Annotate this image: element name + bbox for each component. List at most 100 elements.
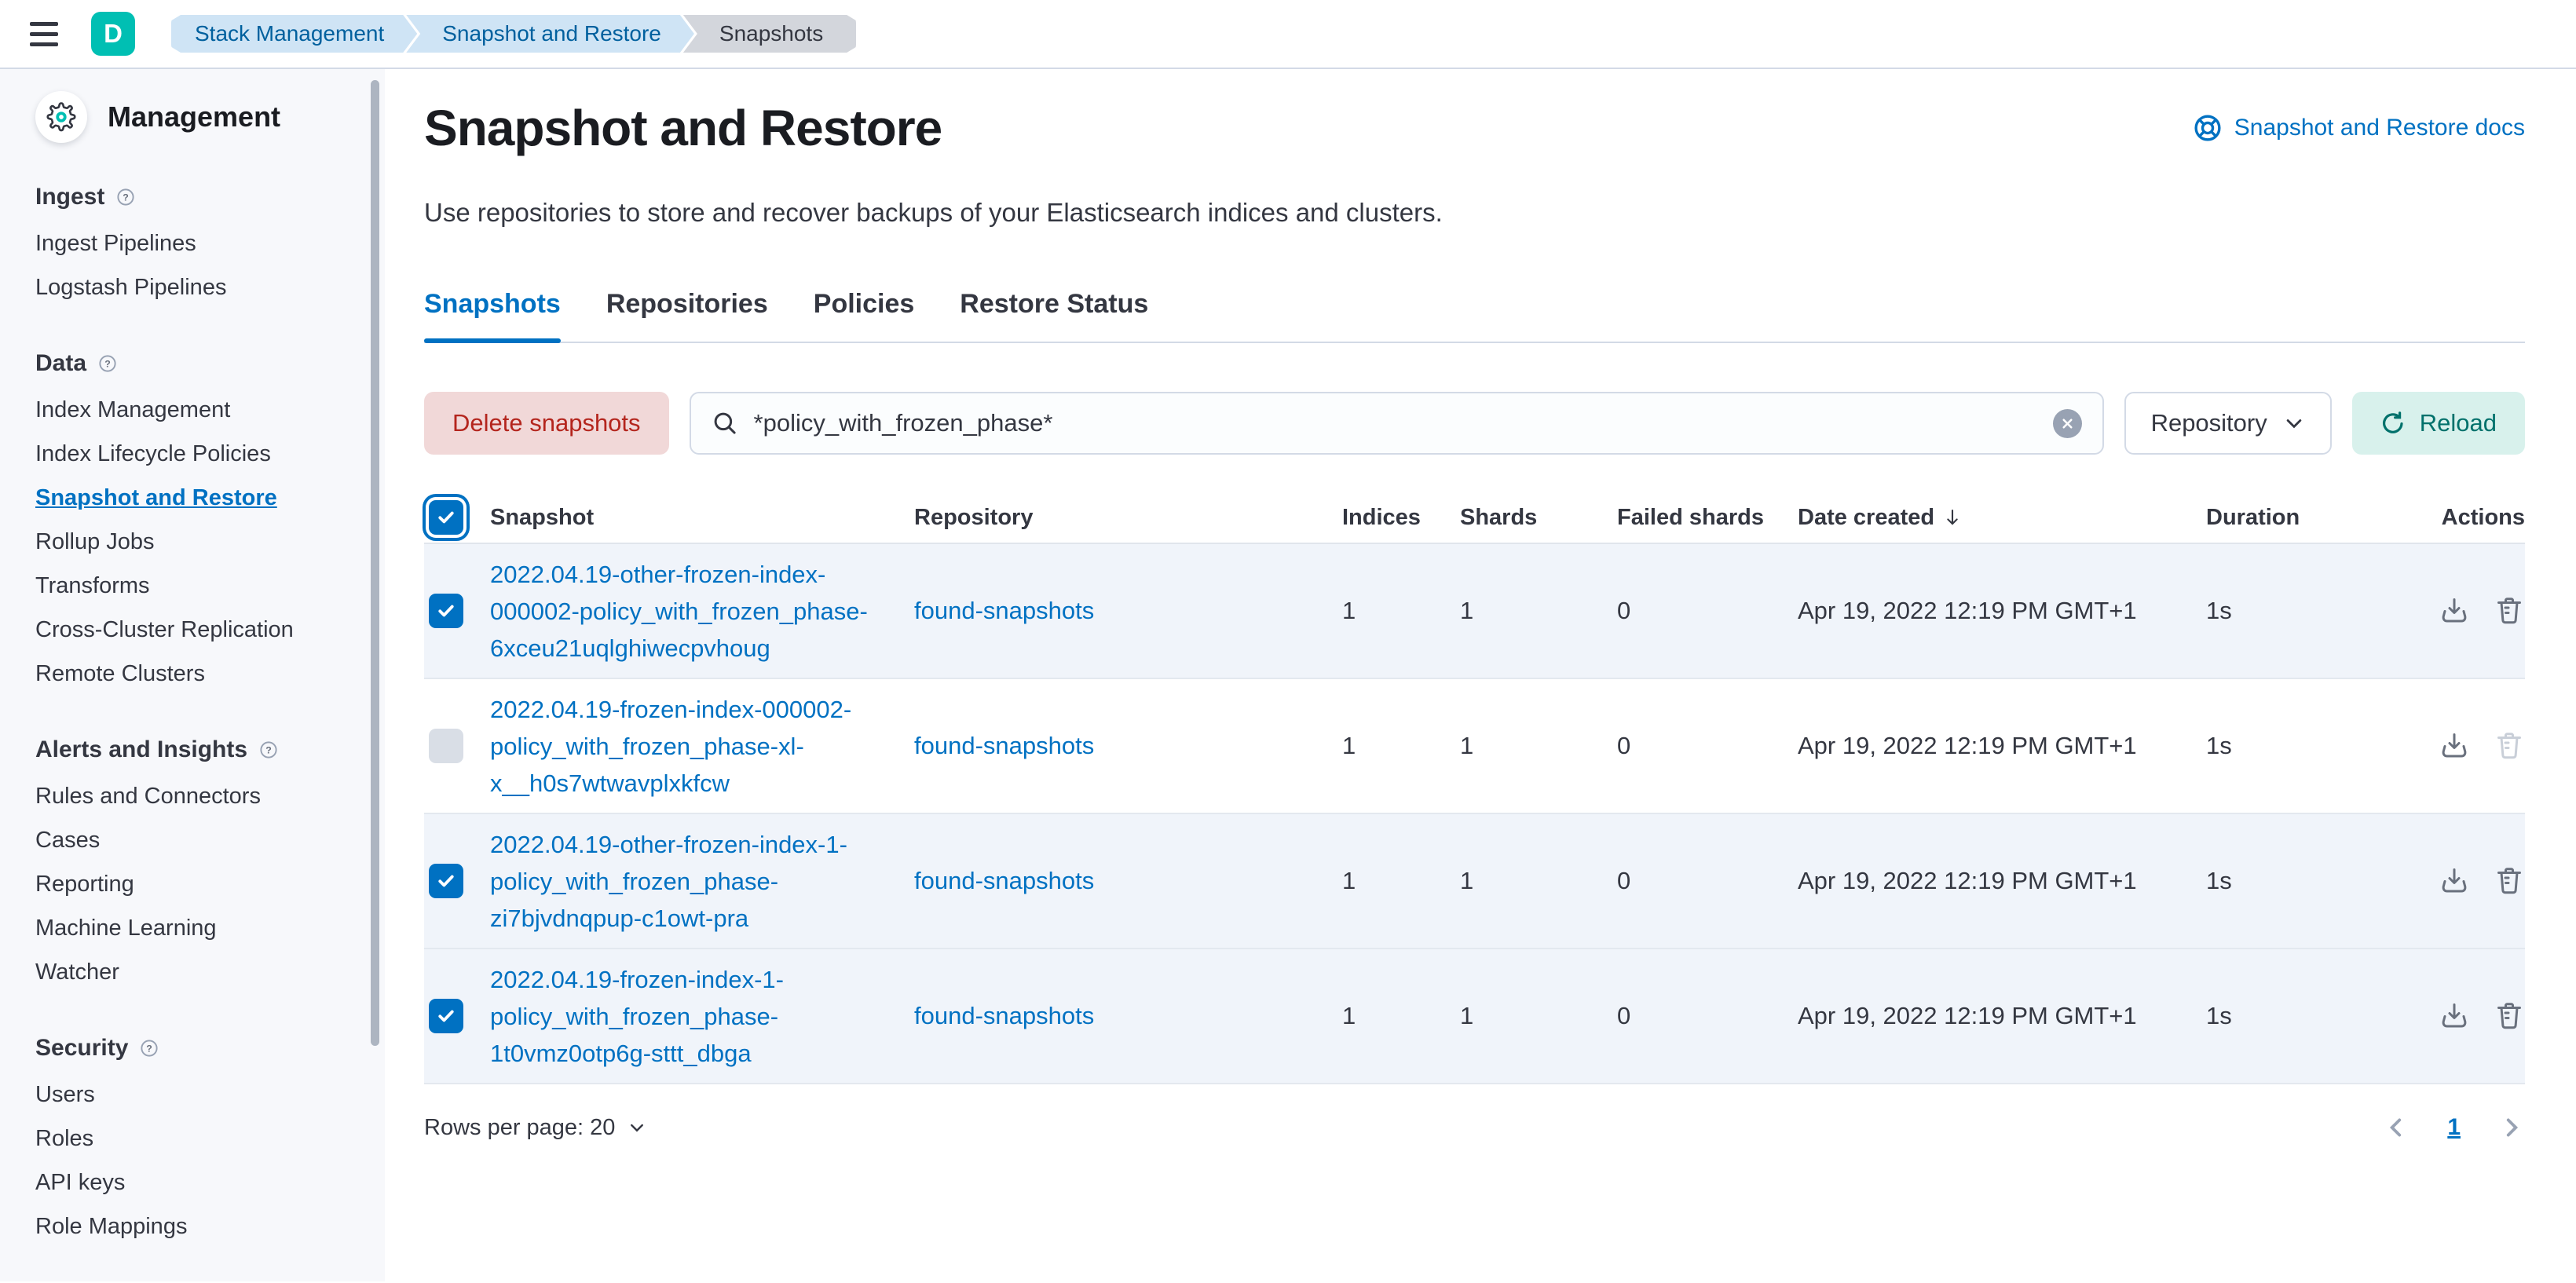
column-header-repository[interactable]: Repository	[914, 504, 1034, 530]
column-header-actions[interactable]: Actions	[2441, 504, 2525, 530]
restore-snapshot-icon[interactable]	[2439, 730, 2470, 762]
restore-snapshot-icon[interactable]	[2439, 1000, 2470, 1032]
column-header-indices[interactable]: Indices	[1342, 504, 1421, 530]
sidebar-item-role-mappings[interactable]: Role Mappings	[35, 1214, 188, 1239]
column-header-date-created[interactable]: Date created	[1798, 505, 2206, 531]
search-icon	[712, 410, 738, 437]
sidebar-item-snapshot-and-restore[interactable]: Snapshot and Restore	[35, 485, 277, 510]
help-icon[interactable]: ?	[99, 355, 116, 372]
sidebar-item-index-management[interactable]: Index Management	[35, 397, 231, 422]
sidebar-item-cross-cluster-replication[interactable]: Cross-Cluster Replication	[35, 617, 294, 642]
snapshot-name-line: 2022.04.19-frozen-index-000002-	[490, 695, 852, 723]
sidebar-item-index-lifecycle-policies[interactable]: Index Lifecycle Policies	[35, 441, 271, 466]
snapshot-link[interactable]: 2022.04.19-frozen-index-000002- policy_wi…	[490, 691, 914, 802]
sidebar-section-title: Ingest?	[35, 184, 338, 210]
svg-text:?: ?	[123, 192, 130, 203]
sidebar-item-transforms[interactable]: Transforms	[35, 573, 150, 598]
date-created-cell: Apr 19, 2022 12:19 PM GMT+1	[1798, 1002, 2137, 1029]
restore-snapshot-icon[interactable]	[2439, 595, 2470, 627]
tab-repositories[interactable]: Repositories	[606, 289, 768, 319]
repository-filter-button[interactable]: Repository	[2124, 392, 2332, 455]
row-checkbox[interactable]	[429, 729, 463, 763]
repository-link[interactable]: found-snapshots	[914, 732, 1095, 759]
sidebar-item-rules-and-connectors[interactable]: Rules and Connectors	[35, 784, 261, 809]
column-header-failed-shards[interactable]: Failed shards	[1617, 504, 1764, 530]
snapshot-name-line: 2022.04.19-other-frozen-index-1-	[490, 830, 847, 858]
duration-cell: 1s	[2206, 867, 2232, 894]
snapshot-name-line: policy_with_frozen_phase-	[490, 867, 779, 895]
pagination: 1	[2383, 1114, 2525, 1141]
table-row: 2022.04.19-frozen-index-000002- policy_wi…	[424, 679, 2525, 814]
column-header-duration[interactable]: Duration	[2206, 504, 2300, 530]
sidebar-item-machine-learning[interactable]: Machine Learning	[35, 916, 217, 941]
page-title: Snapshot and Restore	[424, 100, 942, 156]
row-checkbox[interactable]	[429, 864, 463, 898]
sidebar-item-remote-clusters[interactable]: Remote Clusters	[35, 661, 205, 686]
column-header-shards[interactable]: Shards	[1460, 504, 1538, 530]
repository-link[interactable]: found-snapshots	[914, 867, 1095, 894]
search-input[interactable]	[753, 409, 2037, 437]
help-icon[interactable]: ?	[260, 741, 277, 758]
row-actions	[2434, 1000, 2525, 1032]
svg-text:?: ?	[104, 358, 111, 369]
help-icon[interactable]: ?	[117, 188, 134, 206]
sidebar-section-title: Security?	[35, 1035, 338, 1062]
column-header-label: Date created	[1798, 504, 1935, 530]
tab-snapshots[interactable]: Snapshots	[424, 289, 561, 343]
row-checkbox[interactable]	[429, 999, 463, 1033]
delete-snapshot-icon[interactable]	[2494, 1000, 2525, 1032]
sidebar-item-rollup-jobs[interactable]: Rollup Jobs	[35, 529, 155, 554]
restore-snapshot-icon[interactable]	[2439, 865, 2470, 897]
sidebar-item-api-keys[interactable]: API keys	[35, 1170, 126, 1195]
page-number[interactable]: 1	[2447, 1114, 2461, 1140]
snapshot-name-line: 2022.04.19-frozen-index-1-	[490, 965, 784, 993]
column-header-snapshot[interactable]: Snapshot	[490, 504, 595, 530]
help-icon[interactable]: ?	[141, 1040, 158, 1057]
page-subtitle: Use repositories to store and recover ba…	[424, 198, 1443, 227]
sidebar-item-cases[interactable]: Cases	[35, 828, 101, 853]
reload-button[interactable]: Reload	[2351, 392, 2525, 455]
sidebar-item-roles[interactable]: Roles	[35, 1126, 94, 1151]
sidebar-item-watcher[interactable]: Watcher	[35, 960, 119, 985]
delete-snapshots-button[interactable]: Delete snapshots	[424, 392, 669, 455]
sidebar-section-title: Data?	[35, 350, 338, 377]
sidebar-item-reporting[interactable]: Reporting	[35, 872, 134, 897]
select-all-checkbox[interactable]	[429, 500, 463, 535]
tab-policies[interactable]: Policies	[813, 289, 915, 319]
indices-cell: 1	[1342, 732, 1356, 759]
repository-link[interactable]: found-snapshots	[914, 1002, 1095, 1029]
delete-snapshot-icon[interactable]	[2494, 865, 2525, 897]
snapshot-name-line: 2022.04.19-other-frozen-index-	[490, 560, 826, 588]
menu-icon[interactable]	[30, 16, 64, 51]
main-content: Snapshot and Restore Snapshot and Restor…	[385, 69, 2576, 1281]
breadcrumb-item[interactable]: Stack Management	[171, 15, 417, 53]
failed-shards-cell: 0	[1617, 732, 1631, 759]
chevron-down-icon	[2283, 412, 2305, 434]
rows-per-page-button[interactable]: Rows per page: 20	[424, 1115, 646, 1141]
previous-page-icon[interactable]	[2383, 1114, 2410, 1141]
sidebar-section-label: Data	[35, 350, 87, 376]
delete-snapshot-icon[interactable]	[2494, 595, 2525, 627]
row-checkbox[interactable]	[429, 594, 463, 628]
search-box	[689, 392, 2104, 455]
sidebar-item-ingest-pipelines[interactable]: Ingest Pipelines	[35, 231, 196, 256]
shards-cell: 1	[1460, 867, 1474, 894]
repository-link[interactable]: found-snapshots	[914, 597, 1095, 624]
table-footer: Rows per page: 20 1	[424, 1114, 2525, 1141]
breadcrumb-item[interactable]: Snapshot and Restore	[406, 15, 694, 53]
snapshot-link[interactable]: 2022.04.19-other-frozen-index-1- policy_w…	[490, 826, 914, 937]
snapshot-link[interactable]: 2022.04.19-other-frozen-index- 000002-pol…	[490, 556, 914, 667]
tab-restore-status[interactable]: Restore Status	[960, 289, 1149, 319]
next-page-icon[interactable]	[2498, 1114, 2525, 1141]
toolbar: Delete snapshots Repository	[424, 392, 2525, 455]
sidebar-item-users[interactable]: Users	[35, 1082, 95, 1107]
deployment-avatar[interactable]: D	[91, 12, 135, 56]
clear-search-icon[interactable]	[2052, 408, 2082, 438]
snapshot-link[interactable]: 2022.04.19-frozen-index-1- policy_with_fr…	[490, 961, 914, 1072]
delete-snapshot-icon[interactable]	[2494, 730, 2525, 762]
sidebar-item-logstash-pipelines[interactable]: Logstash Pipelines	[35, 275, 227, 300]
sidebar-scrollbar[interactable]	[371, 80, 379, 1046]
breadcrumb: Stack Management Snapshot and Restore Snap…	[171, 15, 856, 53]
sidebar-section-title: Alerts and Insights?	[35, 737, 338, 763]
docs-link[interactable]: Snapshot and Restore docs	[2194, 114, 2525, 142]
